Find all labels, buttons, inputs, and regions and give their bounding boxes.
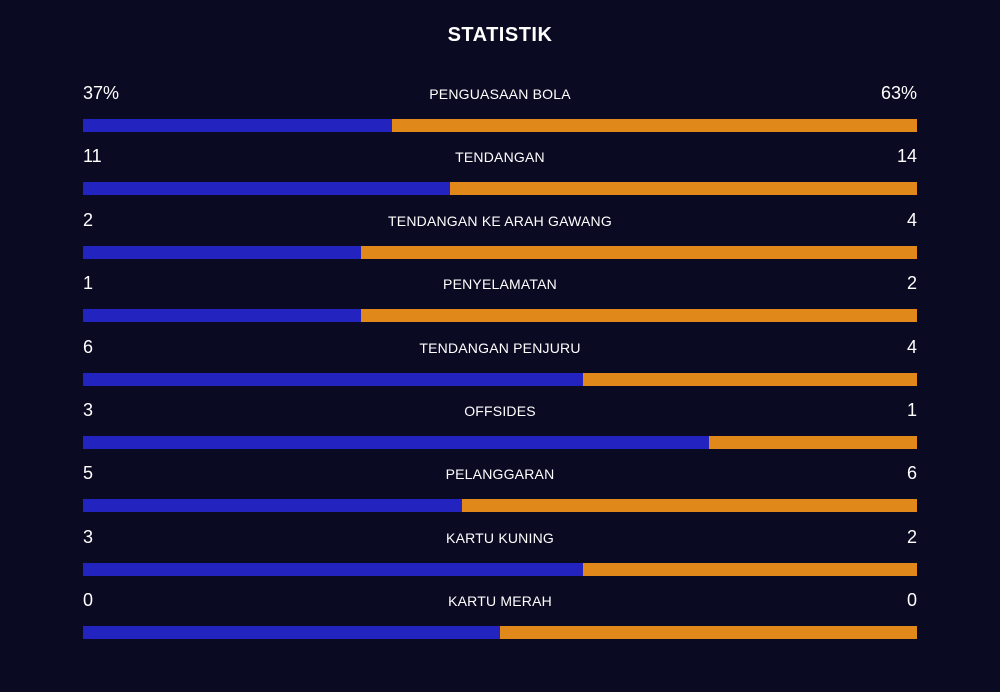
home-value: 5 (83, 463, 94, 484)
comparison-bar (83, 182, 917, 196)
home-value: 3 (83, 526, 94, 547)
home-bar-fill (83, 499, 463, 513)
away-bar-fill (391, 119, 917, 132)
stat-label: KARTU KUNING (446, 529, 554, 546)
home-value: 2 (83, 209, 94, 230)
away-value: 4 (906, 209, 917, 230)
stat-header: 0 KARTU MERAH 0 (83, 587, 917, 615)
comparison-bar (83, 626, 917, 640)
stat-label: KARTU MERAH (448, 593, 552, 610)
home-value: 3 (83, 399, 94, 420)
stat-header: 37% PENGUASAAN BOLA 63% (83, 80, 917, 108)
stats-title: STATISTIK (447, 24, 553, 46)
home-bar-fill (83, 435, 709, 449)
stat-header: 3 OFFSIDES 1 (83, 397, 917, 425)
stat-label: TENDANGAN KE ARAH GAWANG (388, 212, 612, 229)
home-value: 37% (83, 83, 120, 103)
away-value: 1 (906, 399, 917, 420)
away-value: 2 (906, 273, 917, 294)
away-bar-fill (583, 562, 917, 576)
away-bar-fill (449, 182, 917, 196)
stat-label: TENDANGAN (455, 149, 545, 166)
away-bar-fill (462, 499, 917, 513)
home-value: 1 (83, 273, 94, 294)
stat-row-saves: 1 PENYELAMATAN 2 (83, 270, 917, 333)
stat-row-fouls: 5 PELANGGARAN 6 (83, 460, 917, 523)
home-bar-fill (83, 119, 392, 132)
stats-list: 37% PENGUASAAN BOLA 63% 11 TENDANGAN 14 … (83, 80, 917, 651)
stat-header: 11 TENDANGAN 14 (83, 143, 917, 171)
away-value: 2 (906, 526, 917, 547)
comparison-bar (83, 562, 917, 576)
home-value: 0 (83, 590, 94, 611)
away-bar-fill (360, 309, 917, 323)
stat-header: 1 PENYELAMATAN 2 (83, 270, 917, 298)
home-bar-fill (83, 372, 584, 386)
stat-label: PENGUASAAN BOLA (429, 86, 571, 102)
stat-label: PENYELAMATAN (443, 276, 557, 293)
comparison-bar (83, 435, 917, 449)
home-bar-fill (83, 245, 361, 259)
stat-header: 6 TENDANGAN PENJURU 4 (83, 334, 917, 362)
home-bar-fill (83, 182, 450, 196)
comparison-bar (83, 499, 917, 513)
home-bar-fill (83, 309, 361, 323)
home-value: 11 (83, 146, 102, 167)
stat-label: OFFSIDES (464, 402, 536, 419)
stat-row-possession: 37% PENGUASAAN BOLA 63% (83, 80, 917, 143)
away-bar-fill (500, 626, 917, 640)
stat-header: 5 PELANGGARAN 6 (83, 460, 917, 488)
stat-row-yellow-cards: 3 KARTU KUNING 2 (83, 524, 917, 587)
stat-label: TENDANGAN PENJURU (419, 339, 581, 356)
away-value: 6 (906, 463, 917, 484)
comparison-bar (83, 119, 917, 132)
stat-row-red-cards: 0 KARTU MERAH 0 (83, 587, 917, 650)
comparison-bar (83, 309, 917, 323)
stat-header: 2 TENDANGAN KE ARAH GAWANG 4 (83, 207, 917, 235)
away-bar-fill (708, 435, 917, 449)
away-value: 63% (880, 83, 917, 103)
stat-header: 3 KARTU KUNING 2 (83, 524, 917, 552)
stat-row-shots-on-target: 2 TENDANGAN KE ARAH GAWANG 4 (83, 207, 917, 270)
away-bar-fill (360, 245, 917, 259)
home-bar-fill (83, 626, 500, 640)
stat-label: PELANGGARAN (445, 466, 555, 483)
home-bar-fill (83, 562, 584, 576)
away-bar-fill (583, 372, 917, 386)
comparison-bar (83, 372, 917, 386)
away-value: 14 (896, 146, 917, 167)
comparison-bar (83, 245, 917, 259)
stat-row-offsides: 3 OFFSIDES 1 (83, 397, 917, 460)
away-value: 0 (906, 590, 917, 611)
away-value: 4 (906, 336, 917, 357)
stat-row-shots: 11 TENDANGAN 14 (83, 143, 917, 206)
home-value: 6 (83, 336, 94, 357)
stat-row-corners: 6 TENDANGAN PENJURU 4 (83, 334, 917, 397)
